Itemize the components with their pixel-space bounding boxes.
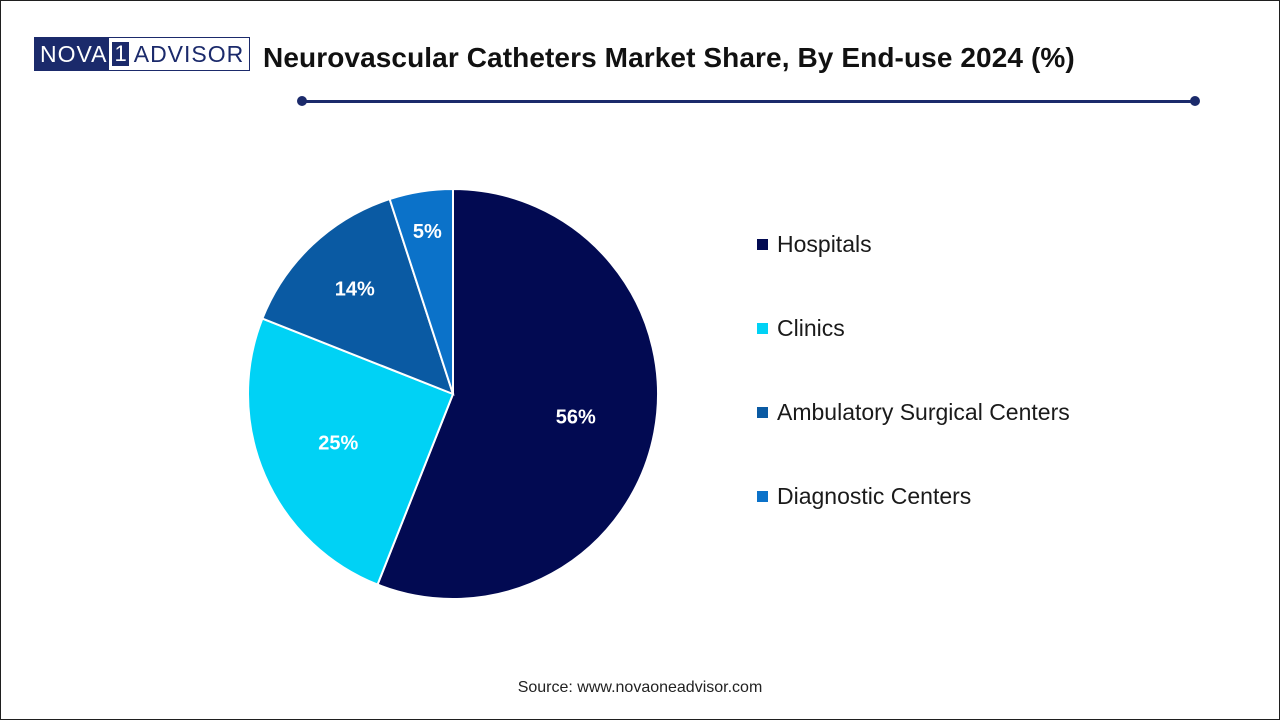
source-note: Source: www.novaoneadvisor.com bbox=[517, 679, 763, 696]
legend-item-hospitals: Hospitals bbox=[757, 226, 1070, 262]
brand-logo: NOVA 1 ADVISOR bbox=[34, 37, 250, 71]
legend-swatch bbox=[757, 490, 768, 502]
title-divider bbox=[302, 100, 1196, 103]
chart-title: Neurovascular Catheters Market Share, By… bbox=[263, 42, 1075, 73]
chart-legend: Hospitals Clinics Ambulatory Surgical Cent… bbox=[757, 226, 1070, 562]
legend-item-ambulatory-surgical-centers: Ambulatory Surgical Centers bbox=[757, 394, 1070, 430]
divider-dot-left bbox=[297, 96, 307, 106]
pie-label-hospitals: 56% bbox=[556, 406, 596, 428]
legend-label: Diagnostic Centers bbox=[777, 482, 972, 509]
logo-text-nova: NOVA bbox=[35, 38, 110, 70]
legend-label: Hospitals bbox=[777, 230, 872, 257]
legend-swatch bbox=[757, 238, 768, 250]
legend-item-clinics: Clinics bbox=[757, 310, 1070, 346]
legend-swatch bbox=[757, 322, 768, 334]
pie-label-diagnostic-centers: 5% bbox=[413, 221, 442, 243]
pie-label-clinics: 25% bbox=[318, 433, 358, 455]
legend-label: Ambulatory Surgical Centers bbox=[777, 398, 1070, 425]
logo-text-one: 1 bbox=[111, 41, 130, 67]
legend-item-diagnostic-centers: Diagnostic Centers bbox=[757, 478, 1070, 514]
logo-text-advisor: ADVISOR bbox=[131, 38, 249, 70]
pie-label-ambulatory-surgical-centers: 14% bbox=[335, 278, 375, 300]
divider-dot-right bbox=[1190, 96, 1200, 106]
pie-slice-hospitals bbox=[376, 187, 659, 600]
legend-label: Clinics bbox=[777, 314, 845, 341]
pie-slice-clinics bbox=[247, 317, 455, 586]
pie-slice-diagnostic-centers bbox=[388, 187, 454, 395]
legend-swatch bbox=[757, 406, 768, 418]
